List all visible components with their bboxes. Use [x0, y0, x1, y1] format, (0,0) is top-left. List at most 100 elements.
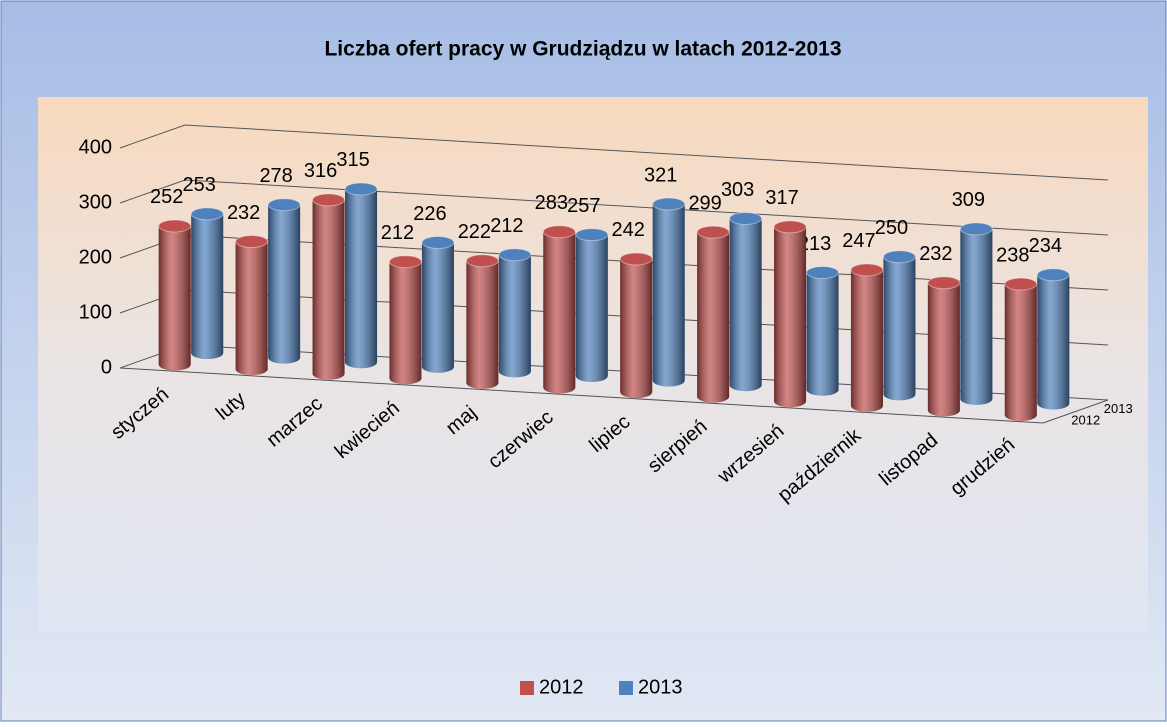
legend-swatch	[619, 681, 633, 695]
bar-top	[267, 198, 301, 212]
bar-shade	[421, 242, 454, 373]
bar-shade	[850, 269, 883, 412]
bar-shade	[960, 228, 993, 405]
chart-title: Liczba ofert pracy w Grudziądzu w latach…	[324, 38, 841, 61]
data-label: 303	[721, 179, 754, 201]
legend-label: 2012	[539, 676, 584, 698]
bar	[465, 254, 499, 389]
bar	[773, 220, 807, 408]
bar	[806, 266, 840, 396]
y-tick-label: 0	[101, 356, 112, 378]
bar-top	[729, 211, 763, 225]
data-label: 309	[952, 189, 985, 211]
bar-top	[235, 235, 269, 249]
bar	[388, 255, 422, 385]
data-label: 253	[183, 174, 216, 196]
bar	[729, 211, 763, 392]
data-label: 257	[567, 195, 600, 217]
bar-shade	[1037, 274, 1070, 410]
data-label: 252	[150, 186, 183, 208]
y-tick-label: 400	[79, 136, 112, 158]
bar	[696, 225, 730, 403]
bar-shade	[729, 218, 762, 392]
bar	[1036, 268, 1070, 410]
bar-top	[959, 222, 993, 236]
bar-shade	[498, 254, 531, 378]
bar-shade	[575, 234, 608, 382]
bar-top	[773, 220, 807, 234]
bar-top	[465, 254, 499, 268]
bar-top	[619, 252, 653, 266]
bar-top	[388, 255, 422, 269]
bar	[158, 219, 192, 371]
y-tick-label: 100	[79, 301, 112, 323]
data-label: 315	[336, 149, 369, 171]
bar-shade	[312, 199, 345, 380]
bar-shade	[389, 261, 422, 385]
bar	[421, 235, 455, 373]
bar	[850, 263, 884, 412]
bar-shade	[806, 272, 839, 396]
grid-line	[119, 179, 1109, 236]
bar-top	[850, 263, 884, 277]
bar	[927, 276, 961, 417]
axis	[119, 367, 1044, 424]
bar-shade	[1004, 284, 1037, 421]
bar-top	[696, 225, 730, 239]
bar-shade	[697, 232, 730, 403]
bar	[312, 193, 346, 380]
data-label: 232	[227, 202, 260, 224]
bar-top	[652, 197, 686, 211]
bar	[619, 252, 653, 399]
bar-top	[158, 219, 192, 233]
bar-top	[1004, 277, 1038, 291]
bar	[267, 198, 301, 364]
bar-shade	[235, 241, 268, 376]
data-label: 238	[996, 244, 1029, 266]
bar	[959, 222, 993, 405]
bar-top	[498, 248, 532, 262]
bar-top	[882, 250, 916, 264]
data-label: 321	[644, 164, 677, 186]
data-label: 317	[765, 187, 798, 209]
bar-top	[312, 193, 346, 207]
data-label: 212	[381, 222, 414, 244]
bar-shade	[345, 188, 378, 369]
bar-top	[190, 207, 224, 221]
bar-top	[421, 235, 455, 249]
bar	[575, 228, 609, 382]
data-label: 278	[259, 165, 292, 187]
bar-shade	[774, 226, 807, 408]
y-tick-label: 300	[79, 191, 112, 213]
axis	[1042, 399, 1109, 424]
bar-top	[1036, 268, 1070, 282]
legend-swatch	[520, 681, 534, 695]
depth-label: 2013	[1104, 401, 1133, 416]
bar-shade	[620, 258, 653, 399]
data-label: 299	[688, 192, 721, 214]
grid-line	[119, 124, 1109, 181]
bar-shade	[652, 203, 685, 387]
bar-shade	[927, 282, 960, 417]
bar-shade	[268, 204, 301, 364]
bar-top	[344, 182, 378, 196]
bar	[652, 197, 686, 387]
bar	[190, 207, 224, 360]
data-label: 222	[458, 221, 491, 243]
data-label: 226	[413, 203, 446, 225]
data-label: 250	[875, 217, 908, 239]
bar-shade	[191, 213, 224, 360]
data-label: 234	[1029, 235, 1062, 257]
bar-top	[806, 266, 840, 280]
bar-shade	[466, 260, 499, 389]
bar-top	[575, 228, 609, 242]
y-tick-label: 200	[79, 246, 112, 268]
data-label: 247	[842, 230, 875, 252]
bar-shade	[543, 231, 576, 394]
bar	[344, 182, 378, 369]
bar-shade	[883, 256, 916, 401]
bar	[498, 248, 532, 378]
bar-shade	[158, 225, 191, 371]
